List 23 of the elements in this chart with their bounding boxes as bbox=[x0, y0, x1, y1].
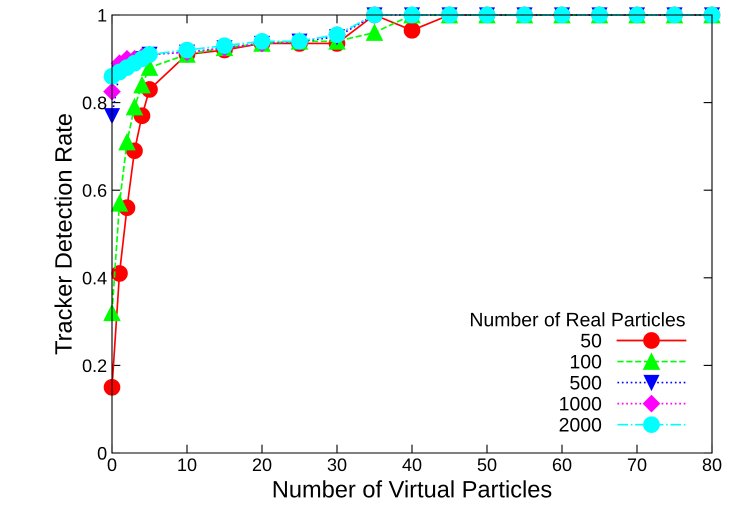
y-axis-title: Tracker Detection Rate bbox=[54, 114, 72, 354]
y-tick-label: 1 bbox=[98, 9, 106, 22]
x-axis-title: Number of Virtual Particles bbox=[274, 480, 552, 498]
legend-label: 100 bbox=[570, 354, 602, 369]
x-tick-label: 60 bbox=[552, 458, 572, 472]
x-tick-label: 40 bbox=[402, 458, 422, 472]
x-tick-label: 0 bbox=[108, 458, 116, 472]
y-tick-label: 0.6 bbox=[82, 184, 106, 197]
x-tick-label: 30 bbox=[328, 458, 346, 472]
legend-title: Number of Real Particles bbox=[470, 312, 685, 326]
y-tick-label: 0.4 bbox=[82, 272, 107, 285]
y-tick-label: 0.8 bbox=[82, 96, 106, 110]
legend-label: 500 bbox=[570, 376, 602, 390]
x-tick-label: 20 bbox=[252, 458, 272, 472]
legend-label: 50 bbox=[581, 334, 602, 348]
y-tick-label: 0 bbox=[98, 446, 106, 460]
x-tick-label: 10 bbox=[178, 458, 196, 472]
y-tick-label: 0.2 bbox=[82, 359, 106, 372]
x-tick-label: 50 bbox=[478, 458, 496, 472]
x-tick-label: 70 bbox=[628, 458, 646, 472]
legend-label: 2000 bbox=[560, 418, 602, 432]
legend-label: 1000 bbox=[560, 396, 602, 411]
x-tick-label: 80 bbox=[702, 458, 722, 472]
